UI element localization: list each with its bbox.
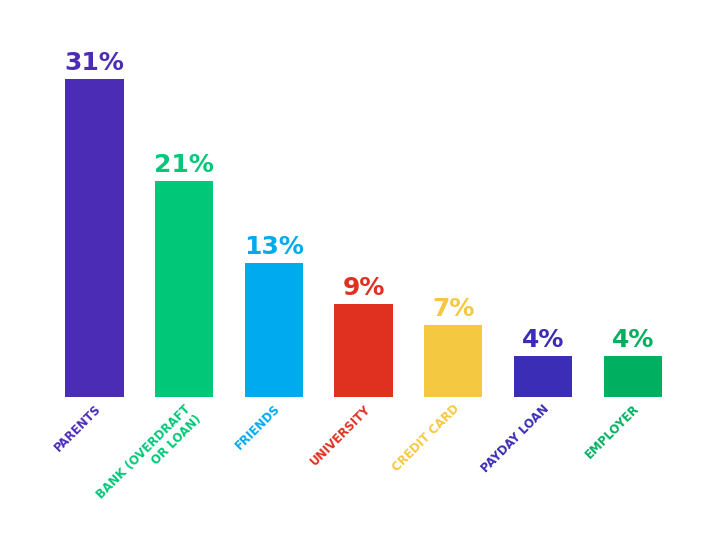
Bar	[245, 263, 303, 397]
Bar	[66, 79, 124, 397]
Text: 21%: 21%	[154, 153, 214, 177]
Text: 13%: 13%	[244, 235, 304, 260]
Bar	[155, 181, 213, 397]
Text: 7%: 7%	[432, 297, 474, 321]
Bar	[603, 356, 662, 397]
Text: 9%: 9%	[342, 276, 385, 300]
Text: 4%: 4%	[612, 328, 654, 352]
Text: 4%: 4%	[522, 328, 564, 352]
Bar	[334, 304, 393, 397]
Bar	[514, 356, 572, 397]
Bar	[424, 325, 483, 397]
Text: 31%: 31%	[65, 51, 125, 75]
